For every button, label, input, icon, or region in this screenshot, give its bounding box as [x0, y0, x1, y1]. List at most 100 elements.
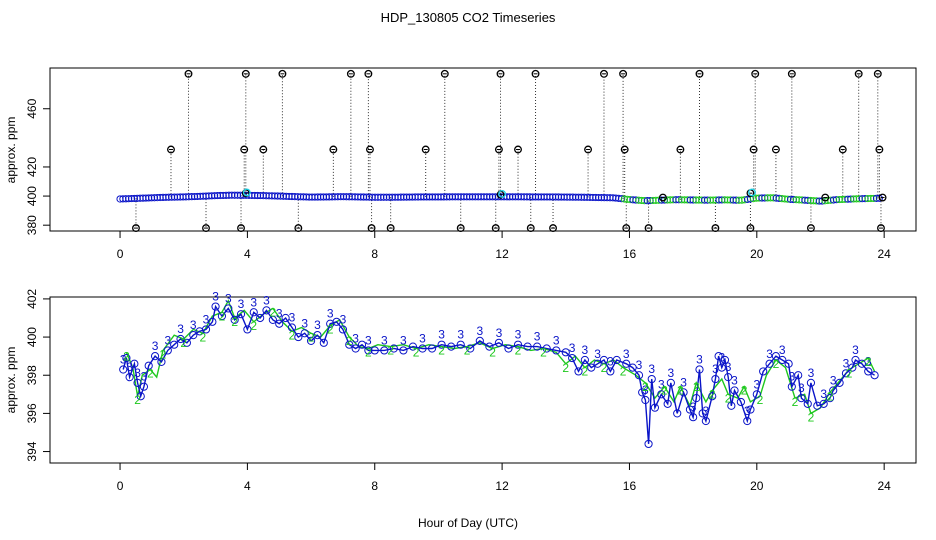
x-axis-label: Hour of Day (UTC)	[418, 516, 518, 530]
series-3-marker: 3	[419, 332, 426, 346]
series-3-circle	[456, 340, 465, 349]
series-3-circle	[759, 367, 768, 376]
series-3-circle	[717, 363, 726, 372]
series-3-circle	[622, 359, 631, 368]
series-3-circle	[485, 342, 494, 351]
series-2-marker: 2	[134, 393, 141, 407]
bottom-y-axis-label: approx. ppm	[4, 347, 18, 414]
series-3-marker: 3	[120, 353, 127, 367]
outlier-point	[771, 145, 780, 154]
outlier-point	[184, 69, 193, 78]
series-3-circle	[418, 344, 427, 353]
outlier-point	[746, 224, 755, 233]
series-3-marker: 3	[126, 360, 133, 374]
series-3-marker: 3	[607, 354, 614, 368]
series-3-circle	[711, 374, 720, 384]
series-3-circle	[494, 338, 504, 347]
series-3-circle	[825, 394, 835, 403]
series-3-circle	[150, 352, 160, 361]
series-3-marker: 3	[852, 343, 859, 357]
top-y-tick-label: 460	[25, 98, 39, 118]
series-3-circle	[730, 386, 739, 395]
bottom-axes: 0 4 8 12 16 20 24 394 396 398 400 402	[25, 289, 891, 493]
series-3-marker: 3	[680, 375, 687, 389]
series-3-marker: 3	[648, 362, 655, 376]
series-3-circle	[208, 317, 217, 326]
series-3-marker: 3	[696, 353, 703, 367]
outlier-point	[658, 193, 667, 202]
series-3-marker: 3	[582, 343, 589, 357]
series-2-marker: 2	[147, 367, 154, 381]
outlier-point	[294, 224, 303, 233]
series-2-marker: 2	[123, 349, 130, 363]
outlier-point	[456, 224, 465, 233]
series-3-circle	[176, 334, 185, 344]
series-3-circle	[714, 352, 723, 361]
series-3-circle	[332, 317, 341, 326]
series-3-marker: 3	[352, 332, 359, 346]
series-3-marker: 3	[203, 312, 210, 326]
series-3-marker: 3	[712, 362, 719, 376]
outlier-point	[167, 145, 175, 154]
series-2-marker: 2	[582, 365, 589, 379]
series-3-marker: 3	[843, 356, 850, 370]
top-x-tick-label: 0	[117, 247, 124, 261]
series-3-circle	[724, 373, 733, 382]
outlier-point	[237, 224, 245, 233]
series-3-circle	[574, 367, 583, 376]
series-3-circle	[864, 367, 873, 376]
outlier-point	[873, 69, 882, 78]
series-3-marker: 3	[190, 318, 197, 332]
highlight-point	[242, 188, 251, 197]
series-2-marker: 2	[792, 395, 799, 409]
bottom-x-tick-label: 24	[877, 479, 891, 493]
series-3-circle	[389, 344, 398, 353]
outlier-point	[676, 145, 685, 154]
series-3-circle	[695, 365, 704, 374]
outlier-point	[514, 145, 522, 154]
series-3-marker: 3	[301, 316, 308, 330]
series-3-marker: 3	[314, 318, 321, 332]
series-3-circle	[857, 359, 866, 368]
series-3-marker: 3	[690, 400, 697, 414]
top-y-tick-label: 400	[25, 186, 39, 206]
outlier-point	[491, 224, 500, 233]
series-3-marker: 3	[457, 328, 464, 342]
top-data-points	[116, 69, 887, 233]
outlier-point	[366, 145, 374, 154]
series-3-circle	[236, 310, 246, 319]
outlier-point	[440, 69, 449, 78]
series-3-marker: 3	[642, 383, 649, 397]
series-3-circle	[447, 342, 456, 351]
series-3-marker: 3	[164, 333, 171, 347]
series-2-marker: 2	[827, 389, 834, 403]
series-2-marker: 2	[180, 336, 187, 350]
series-2-marker: 2	[219, 309, 226, 323]
outlier-point	[132, 224, 140, 233]
series-3-circle	[281, 313, 290, 323]
series-3-marker: 3	[753, 377, 760, 391]
series-3-marker: 3	[658, 377, 665, 391]
outlier-point	[806, 224, 815, 233]
series-3-circle	[466, 344, 475, 353]
series-3-circle	[542, 344, 551, 353]
series-3-marker: 3	[438, 328, 445, 342]
series-3-circle	[666, 378, 675, 387]
series-3-circle	[641, 395, 650, 405]
series-3-circle	[533, 342, 542, 351]
bottom-y-tick-label: 400	[25, 327, 39, 347]
series-3-circle	[306, 336, 316, 345]
series-3-circle	[720, 355, 730, 365]
series-2-marker: 2	[199, 330, 206, 344]
series-3-circle	[841, 369, 851, 378]
top-y-tick-label: 420	[25, 157, 39, 177]
bottom-plot-frame	[49, 296, 917, 464]
outlier-point	[751, 69, 760, 78]
series-3-circle	[736, 397, 745, 407]
series-3-circle	[130, 359, 139, 368]
series-2-marker: 2	[489, 346, 496, 360]
series-3-circle	[163, 346, 172, 355]
series-3-circle	[364, 346, 373, 355]
series-3-circle	[851, 355, 860, 365]
figure-title: HDP_130805 CO2 Timeseries	[381, 10, 556, 25]
